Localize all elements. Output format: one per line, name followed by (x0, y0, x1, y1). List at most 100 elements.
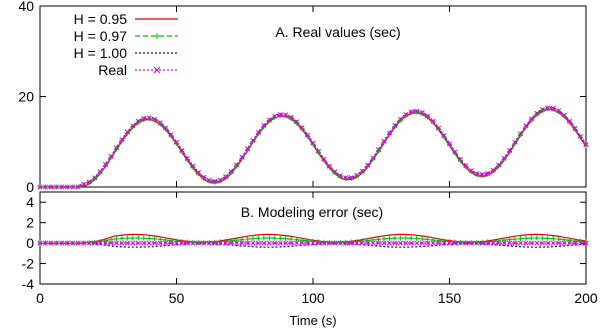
legend-marker-plus (154, 33, 160, 39)
series-marker-cross (124, 129, 130, 135)
series-marker-plus (141, 235, 147, 241)
series-marker-cross (545, 105, 551, 111)
series-marker-cross (550, 240, 556, 246)
series-marker-cross (512, 240, 518, 246)
series-marker-cross (102, 162, 109, 168)
series-marker-plus (272, 114, 278, 120)
x-tick-label: 50 (169, 290, 185, 306)
series-marker-plus (124, 235, 130, 241)
series-marker-cross (163, 125, 169, 131)
series-marker-cross (572, 240, 578, 246)
series-marker-cross (315, 240, 322, 246)
series-marker-plus (534, 235, 540, 241)
series-marker-cross (272, 240, 278, 246)
series-marker-cross (294, 240, 300, 246)
series-marker-cross (577, 133, 584, 140)
series-marker-cross (567, 118, 573, 124)
series-marker-plus (152, 236, 158, 242)
panel-modeling-error: -4 -2 0 2 4 0 50 100 150 200 B. Modeling error (… (22, 191, 598, 328)
series-marker-cross (556, 240, 562, 246)
series-marker-cross (556, 108, 562, 114)
series-marker-plus (283, 236, 289, 242)
series-marker-cross (212, 178, 218, 184)
x-tick-label: 0 (36, 290, 44, 306)
series-marker-cross (507, 148, 513, 154)
series-marker-cross (419, 240, 425, 246)
series-marker-cross (228, 169, 234, 175)
series-marker-plus (103, 238, 109, 244)
series-marker-cross (201, 174, 207, 180)
series-marker-plus (556, 236, 562, 242)
series-marker-cross (496, 240, 502, 246)
series-marker-cross (310, 140, 316, 146)
series-marker-cross (468, 168, 474, 174)
series-marker-cross (348, 240, 354, 246)
series-marker-cross (408, 109, 414, 115)
series-marker-cross (184, 156, 190, 162)
series-marker-cross (70, 240, 76, 246)
series-marker-cross (485, 170, 491, 176)
series-marker-cross (130, 240, 136, 246)
series-marker-cross (507, 240, 513, 246)
series-marker-plus (550, 236, 556, 242)
series-marker-cross (212, 240, 218, 246)
series-marker-cross (266, 240, 272, 246)
series-marker-plus (212, 239, 218, 245)
series-marker-cross (146, 240, 152, 246)
series-marker-plus (479, 239, 485, 245)
series-marker-cross (152, 240, 158, 246)
series-marker-plus (108, 237, 114, 243)
series-marker-cross (414, 108, 420, 114)
series-marker-cross (501, 155, 507, 161)
series-marker-cross (288, 114, 294, 120)
series-marker-cross (42, 184, 49, 190)
series-marker-cross (217, 240, 223, 246)
series-marker-cross (223, 174, 229, 180)
series-marker-cross (190, 240, 196, 246)
series-marker-plus (212, 179, 218, 185)
bottom-y-ticks: -4 -2 0 2 4 (22, 194, 586, 292)
series-marker-plus (501, 237, 507, 243)
series-marker-cross (261, 122, 267, 129)
series-marker-cross (425, 240, 431, 246)
series-marker-cross (299, 240, 305, 246)
series-line-real (40, 107, 587, 188)
legend-label: Real (98, 62, 127, 78)
series-marker-cross (102, 240, 109, 246)
series-marker-cross (577, 240, 584, 246)
series-marker-cross (528, 116, 534, 122)
series-marker-cross (277, 111, 283, 118)
series-marker-cross (425, 113, 431, 119)
series-marker-cross (244, 146, 251, 152)
series-marker-cross (239, 154, 245, 160)
series-marker-plus (376, 236, 382, 242)
series-marker-cross (42, 240, 49, 246)
series-marker-cross (135, 240, 141, 246)
series-marker-cross (441, 133, 447, 139)
series-marker-plus (299, 237, 305, 243)
series-marker-cross (168, 132, 174, 138)
series-marker-cross (441, 240, 447, 246)
series-marker-cross (141, 240, 147, 246)
series-marker-cross (365, 240, 371, 246)
series-line-h-0-95 (40, 108, 587, 188)
series-marker-cross (343, 175, 349, 181)
series-marker-cross (523, 123, 529, 129)
legend-label: H = 0.95 (74, 11, 128, 27)
series-marker-plus (146, 235, 152, 241)
series-marker-cross (195, 169, 201, 176)
series-marker-plus (528, 235, 534, 241)
series-marker-cross (195, 240, 201, 246)
series-marker-cross (261, 240, 267, 246)
series-marker-cross (337, 240, 343, 246)
series-marker-cross (146, 115, 152, 121)
x-tick-label: 150 (438, 290, 462, 306)
x-axis-label: Time (s) (289, 313, 336, 328)
y-tick-label: 4 (26, 194, 34, 210)
series-marker-cross (315, 148, 322, 154)
series-marker-cross (92, 175, 98, 181)
series-marker-plus (174, 140, 179, 146)
y-tick-label: 0 (26, 179, 34, 195)
series-marker-cross (310, 240, 316, 246)
